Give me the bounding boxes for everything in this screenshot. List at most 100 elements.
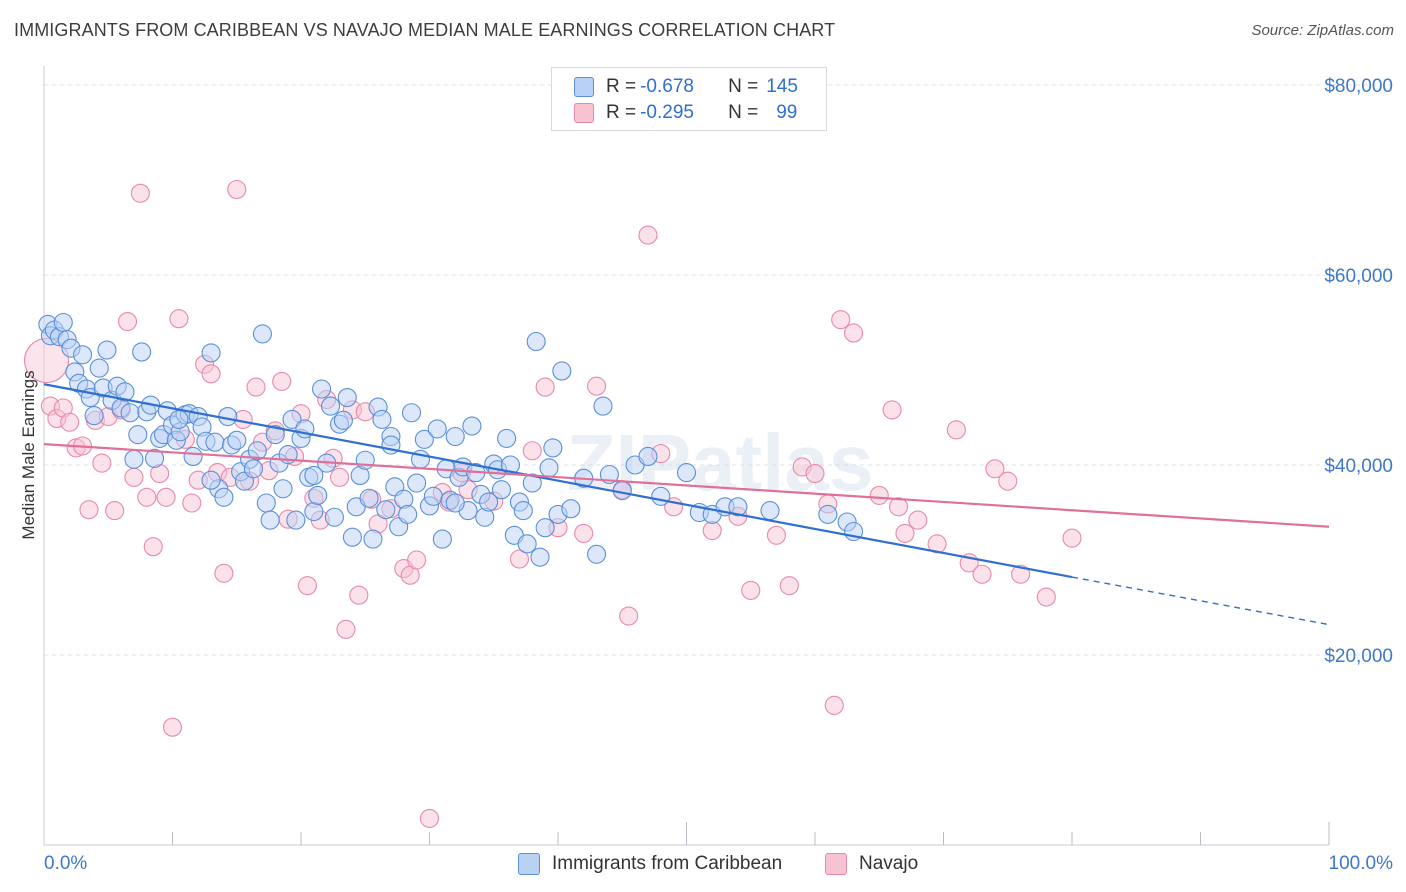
caribbean-point	[462, 416, 482, 436]
navajo-point	[297, 576, 317, 596]
caribbean-point	[282, 409, 302, 429]
caribbean-point	[201, 343, 221, 363]
caribbean-point	[260, 510, 280, 530]
navajo-point	[895, 523, 915, 543]
navajo-point	[349, 585, 369, 605]
navajo-point	[117, 311, 138, 332]
caribbean-trend-line	[43, 383, 1073, 579]
caribbean-point	[124, 449, 144, 469]
legend-n-label: N =	[728, 102, 759, 123]
caribbean-point	[337, 387, 357, 408]
bottom-legend-label: Navajo	[859, 853, 919, 874]
caribbean-point	[376, 500, 396, 520]
chart-title: IMMIGRANTS FROM CARIBBEAN VS NAVAJO MEDI…	[14, 20, 836, 40]
caribbean-point	[227, 430, 247, 450]
caribbean-point	[144, 448, 165, 468]
navajo-point	[805, 463, 825, 484]
caribbean-point	[427, 419, 447, 439]
caribbean-point	[214, 487, 234, 507]
legend-n-label: N =	[728, 76, 759, 97]
caribbean-point	[304, 465, 324, 486]
caribbean-point	[128, 425, 148, 445]
caribbean-point	[84, 406, 104, 426]
grid-lines	[44, 84, 1393, 656]
navajo-point	[619, 606, 639, 626]
y-tick-label: $40,000	[1324, 456, 1393, 477]
navajo-point	[143, 537, 163, 557]
navajo-point	[130, 183, 150, 203]
navajo-point	[246, 377, 266, 397]
navajo-point	[79, 500, 99, 520]
caribbean-point	[728, 497, 748, 517]
y-tick-label: $60,000	[1324, 266, 1393, 287]
caribbean-point	[818, 504, 838, 524]
caribbean-point	[205, 432, 225, 452]
caribbean-point	[401, 403, 422, 423]
x-tick-label: 0.0%	[44, 853, 87, 874]
legend-n-value: 99	[776, 102, 798, 123]
caribbean-point	[760, 501, 780, 521]
caribbean-point	[593, 396, 613, 416]
legend-r-value: -0.295	[640, 102, 694, 123]
y-axis-title: Median Male Earnings	[19, 370, 38, 539]
correlation-legend: R = -0.678 N = 145 R = -0.295 N = 99	[551, 67, 827, 131]
caribbean-point	[53, 312, 73, 333]
caribbean-point	[120, 403, 140, 423]
x-tick-label: 100.0%	[1329, 853, 1394, 874]
caribbean-point	[445, 493, 465, 513]
navajo-point	[1062, 528, 1082, 548]
navajo-point	[998, 471, 1018, 491]
caribbean-point	[265, 425, 285, 445]
navajo-point	[831, 310, 851, 330]
caribbean-point	[247, 441, 267, 461]
caribbean-point	[355, 450, 375, 470]
caribbean-point	[333, 410, 353, 430]
navajo-point	[972, 564, 992, 584]
navajo-point	[92, 453, 112, 473]
navajo-point	[60, 412, 80, 432]
legend-row-caribbean: R = -0.678 N = 145	[574, 74, 798, 100]
caribbean-point	[535, 518, 555, 538]
y-tick-label: $80,000	[1324, 76, 1393, 97]
legend-row-navajo: R = -0.295 N = 99	[574, 100, 797, 126]
caribbean-point	[286, 510, 306, 530]
legend-n-value: 145	[766, 76, 798, 97]
navajo-point	[272, 371, 292, 391]
caribbean-trend-extension	[1071, 576, 1330, 626]
source-credit: Source: ZipAtlas.com	[1251, 22, 1394, 39]
navajo-point	[824, 695, 844, 715]
navajo-point	[156, 487, 176, 507]
navajo-point	[766, 525, 787, 545]
navajo-point	[888, 497, 909, 517]
caribbean-point	[526, 331, 546, 352]
bottom-legend-label: Immigrants from Caribbean	[552, 853, 783, 874]
bottom-legend-swatch-pink	[825, 853, 847, 875]
caribbean-point	[183, 446, 203, 467]
legend-r-value: -0.678	[640, 76, 694, 97]
navajo-point	[182, 493, 202, 513]
axes	[43, 66, 1330, 846]
caribbean-point	[201, 470, 221, 490]
caribbean-point	[432, 529, 452, 549]
legend-swatch-pink	[574, 103, 594, 123]
navajo-point	[908, 510, 928, 530]
legend-r-label: R =	[606, 102, 637, 123]
navajo-point	[779, 576, 799, 596]
caribbean-point	[372, 409, 392, 429]
navajo-point	[336, 619, 356, 639]
caribbean-point	[97, 340, 117, 360]
caribbean-point	[243, 459, 264, 479]
bottom-legend-caribbean: Immigrants from Caribbean	[518, 851, 782, 877]
navajo-point	[869, 485, 889, 505]
navajo-point	[124, 467, 144, 487]
navajo-point	[509, 549, 530, 569]
navajo-point	[162, 717, 183, 737]
navajo-point	[214, 563, 234, 583]
caribbean-point	[169, 409, 189, 429]
legend-swatch-blue	[574, 77, 594, 97]
caribbean-point	[522, 473, 542, 493]
navajo-point	[574, 523, 594, 543]
y-tick-label: $20,000	[1324, 646, 1393, 667]
navajo-trend-line	[43, 443, 1330, 528]
caribbean-point	[651, 486, 671, 506]
